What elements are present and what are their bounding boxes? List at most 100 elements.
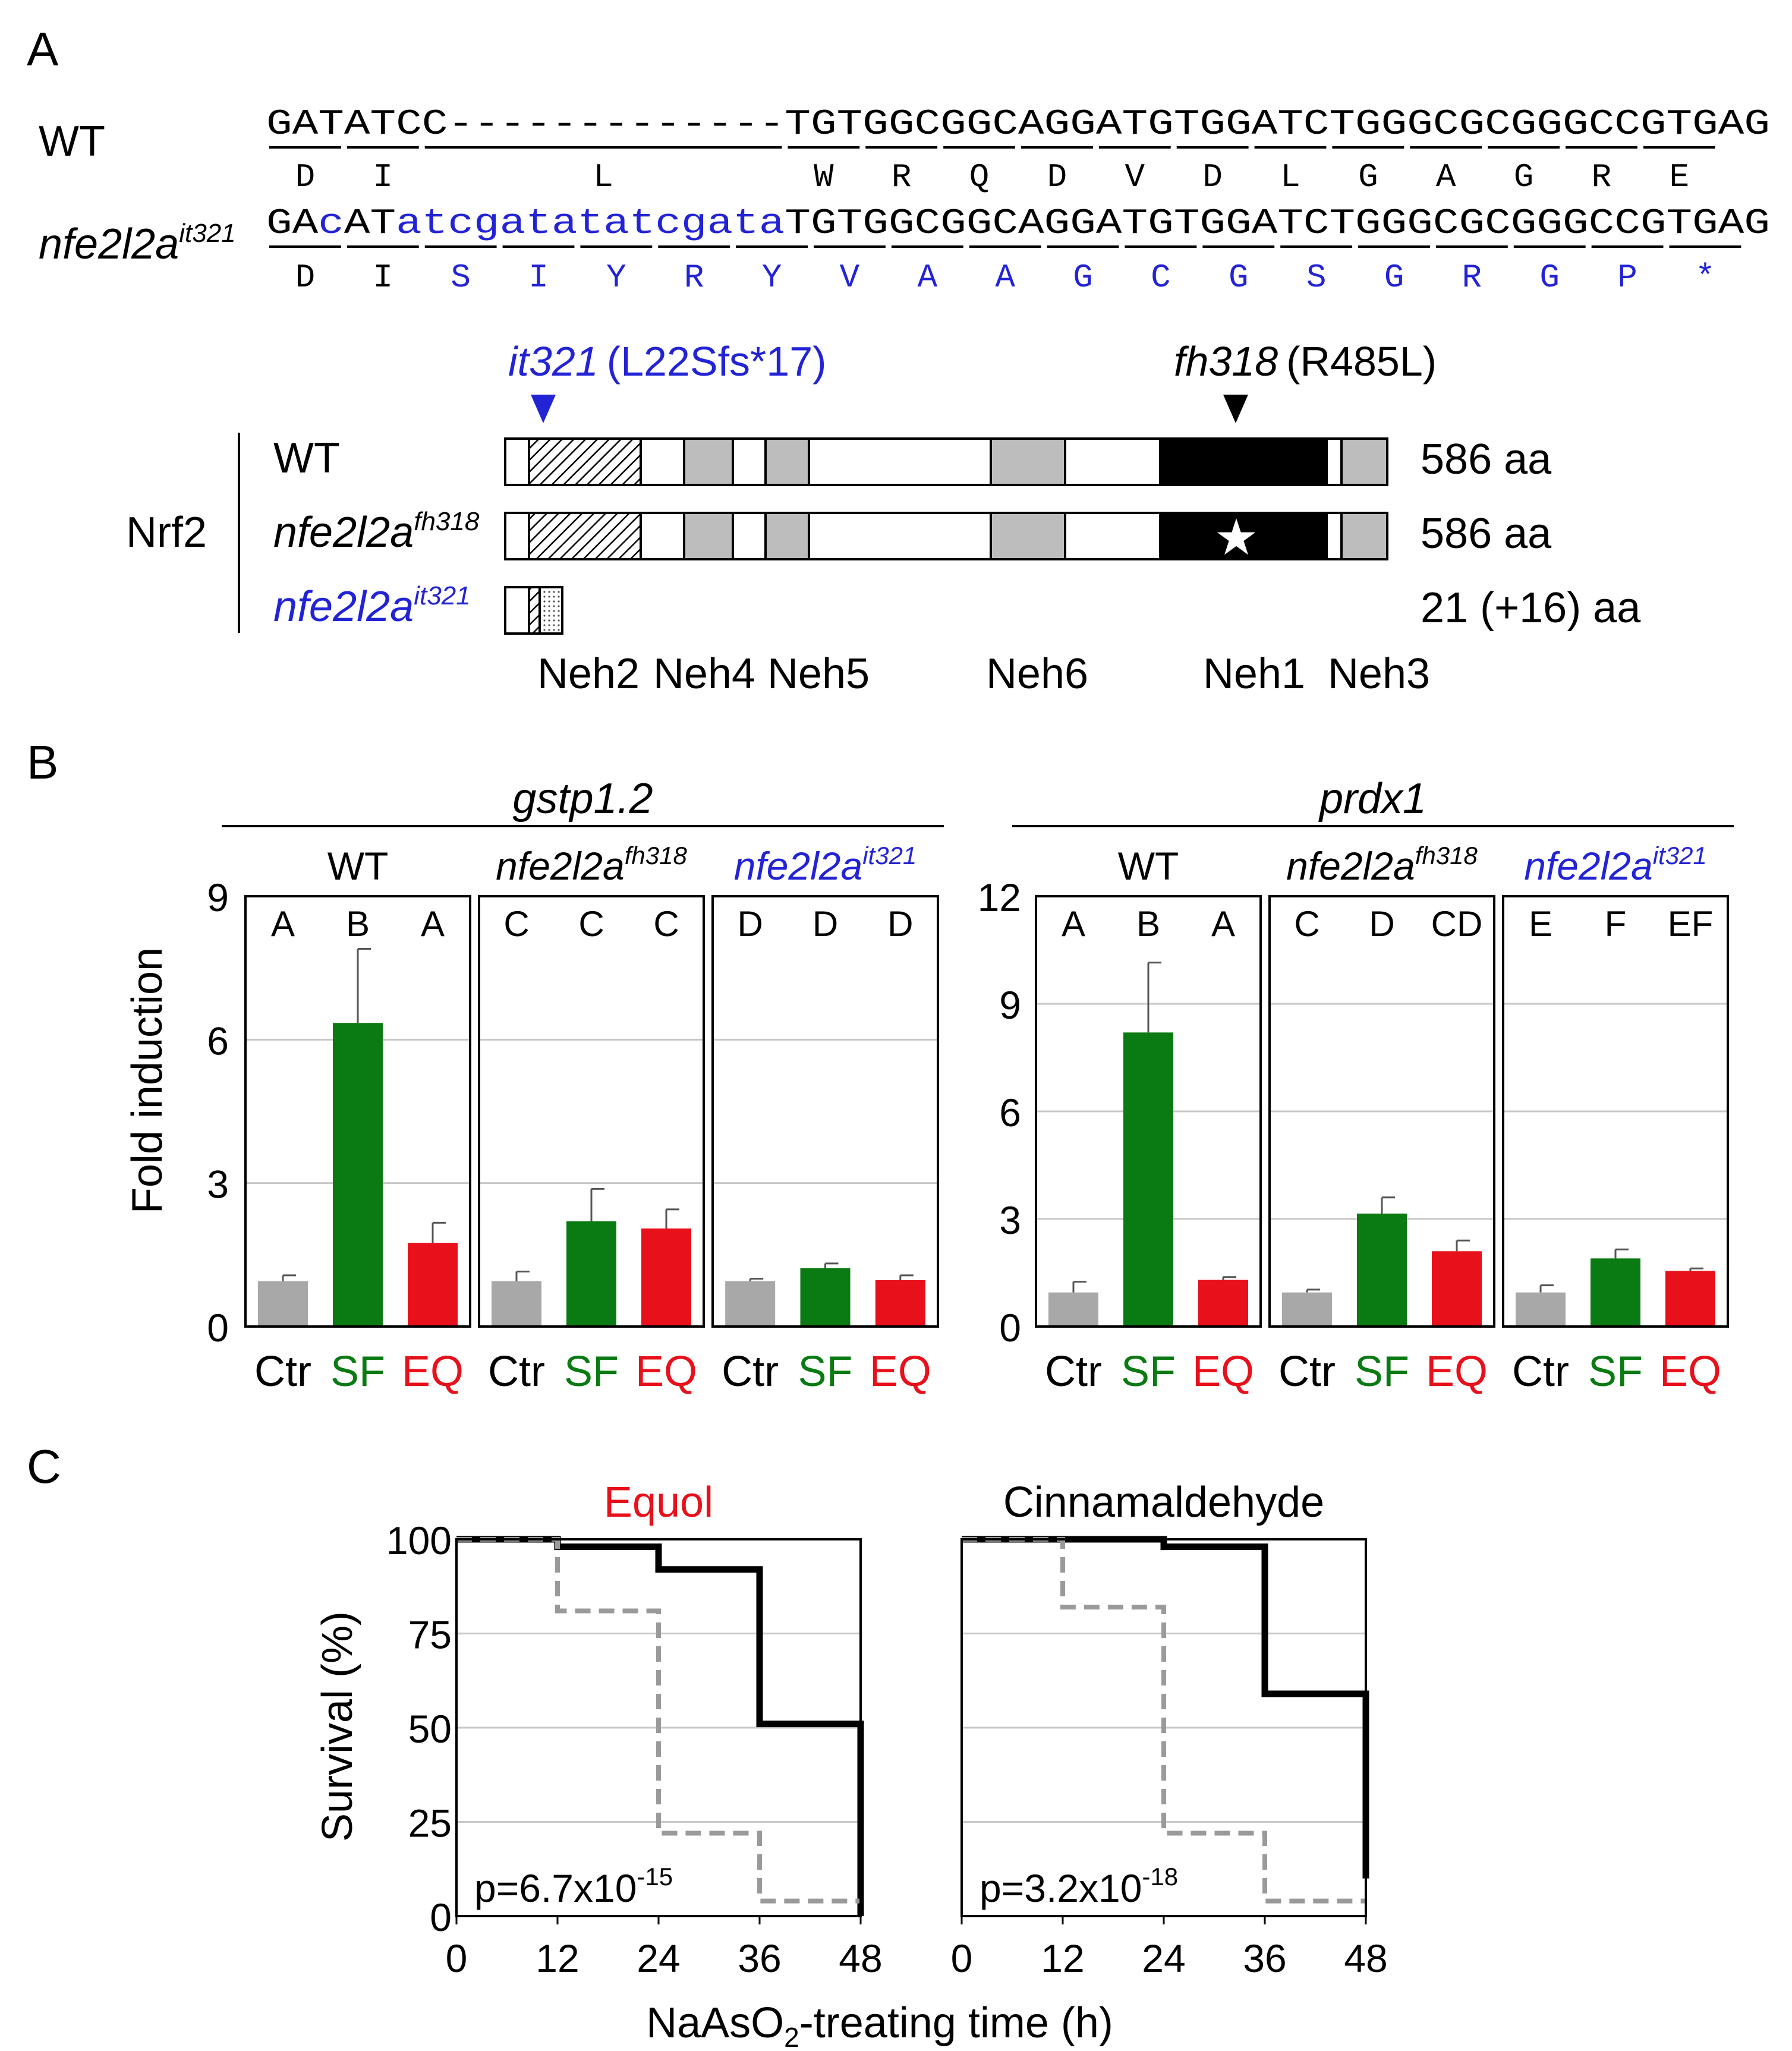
chart-cinnamaldehyde-survival: Cinnamaldehyde 0 12 24 36 48 p=3.2x10-18 bbox=[951, 1479, 1388, 1980]
significance-letter: A bbox=[1211, 904, 1235, 944]
wt-aa-10: G bbox=[1358, 158, 1378, 196]
bar-sf bbox=[566, 1221, 616, 1327]
mut-seq-part-2: AT bbox=[344, 204, 396, 244]
mut-aa-6: Y bbox=[762, 259, 782, 297]
wt-seq-label: WT bbox=[39, 118, 105, 165]
panel-c-xlabel-post: -treating time (h) bbox=[799, 1999, 1113, 2047]
significance-letter: B bbox=[1136, 904, 1160, 944]
domain-segment-fh318-10 bbox=[1325, 512, 1343, 560]
domain-segment-wt-6 bbox=[808, 437, 992, 486]
significance-letter: F bbox=[1605, 904, 1627, 944]
wt-aa-4: R bbox=[892, 158, 912, 196]
group-label-sup: it321 bbox=[1653, 842, 1707, 869]
domain-segment-it321-1 bbox=[528, 586, 541, 635]
protein-row-label-fh318-sup: fh318 bbox=[414, 507, 480, 536]
mut-seq-part-3: atcgatatatcgata bbox=[396, 204, 785, 244]
group-label-2: nfe2l2ait321 bbox=[1524, 842, 1707, 888]
significance-letter: EF bbox=[1668, 904, 1714, 944]
group-label-base: nfe2l2a bbox=[1286, 844, 1415, 888]
domain-segment-it321-2 bbox=[538, 586, 563, 635]
p-value-exponent: -15 bbox=[637, 1863, 673, 1891]
significance-letter: C bbox=[1294, 904, 1319, 944]
protein-row-label-it321-base: nfe2l2a bbox=[273, 583, 414, 631]
plot-frame bbox=[455, 1538, 862, 1917]
panel-frame bbox=[1268, 895, 1495, 1328]
mut-aa-5: R bbox=[684, 259, 704, 297]
fh318-detail: (R485L) bbox=[1286, 338, 1437, 385]
bar-eq bbox=[641, 1228, 691, 1327]
x-tick-label-36: 36 bbox=[1243, 1936, 1286, 1980]
p-value-base: p=6.7x10 bbox=[474, 1866, 637, 1910]
panel-c-ylabel: Survival (%) bbox=[314, 1611, 361, 1842]
x-tick-label-sf: SF bbox=[1121, 1348, 1176, 1395]
significance-letter: A bbox=[1062, 904, 1085, 944]
nrf2-label: Nrf2 bbox=[126, 509, 207, 556]
mut-aa-18: * bbox=[1695, 259, 1715, 297]
domain-segment-fh318-9 bbox=[1159, 512, 1328, 560]
domain-label-neh5: Neh5 bbox=[767, 650, 870, 698]
mut-seq-label-sup: it321 bbox=[179, 219, 235, 248]
bar-sf bbox=[1591, 1258, 1640, 1327]
bar-eq bbox=[408, 1243, 458, 1327]
group-label-0: WT bbox=[1118, 844, 1179, 888]
significance-letter: A bbox=[421, 904, 445, 944]
bar-sf bbox=[1357, 1213, 1407, 1327]
domain-segment-fh318-7 bbox=[990, 512, 1066, 560]
domain-segment-wt-2 bbox=[640, 437, 685, 486]
panel-a: A WT GATATCC ------------- TGTGGCGGCAGGATG… bbox=[27, 23, 1770, 698]
domain-segment-wt-3 bbox=[683, 437, 734, 486]
chart-prdx1: prdx1036912WTACtrBSFAEQnfe2l2afh318CCtrD… bbox=[978, 775, 1734, 1395]
x-tick-label-24: 24 bbox=[637, 1936, 680, 1980]
mut-seq-label-base: nfe2l2a bbox=[39, 220, 179, 268]
panel-frame bbox=[244, 895, 471, 1328]
wt-sequence: GATATCC ------------- TGTGGCGGCAGGATGTGGAT… bbox=[266, 105, 1770, 145]
chart-equol-survival: Equol 0 25 50 75 100 0 12 24 36 48 p=6.7x10-15 bbox=[386, 1479, 883, 1980]
fh318-arrowhead bbox=[1223, 395, 1248, 423]
group-label-2: nfe2l2ait321 bbox=[734, 842, 917, 888]
domain-segment-wt-4 bbox=[732, 437, 767, 486]
fh318-name: fh318 bbox=[1174, 338, 1278, 385]
panel-b-letter: B bbox=[27, 736, 58, 789]
bar-ctr bbox=[1048, 1292, 1098, 1327]
x-tick-label-sf: SF bbox=[1355, 1348, 1409, 1395]
panel-a-letter: A bbox=[27, 23, 59, 75]
bar-sf bbox=[800, 1268, 851, 1327]
protein-row-label-fh318: nfe2l2afh318 bbox=[273, 507, 480, 556]
it321-label: it321 (L22Sfs*17) bbox=[508, 338, 826, 385]
y-tick-label-9: 9 bbox=[999, 983, 1021, 1027]
panel-b-ylabel: Fold induction bbox=[124, 947, 171, 1214]
wt-aa-6: D bbox=[1047, 158, 1067, 196]
y-tick-label-75: 75 bbox=[408, 1613, 452, 1657]
domain-label-neh3: Neh3 bbox=[1328, 650, 1430, 698]
mut-sequence: GA c AT atcgatatatcgata TGTGGCGGCAGGATGTGGAT… bbox=[266, 204, 1770, 244]
gene-title-chart-prdx: prdx1 bbox=[1318, 775, 1426, 823]
domain-label-neh1: Neh1 bbox=[1203, 650, 1305, 698]
x-tick-label-12: 12 bbox=[1041, 1936, 1084, 1980]
y-tick-label-9: 9 bbox=[207, 875, 229, 919]
mut-seq-part-0: GA bbox=[266, 204, 318, 244]
domain-segment-fh318-11 bbox=[1340, 512, 1388, 560]
group-label-1: nfe2l2afh318 bbox=[1286, 842, 1478, 888]
it321-name: it321 bbox=[508, 338, 599, 385]
domain-label-neh6: Neh6 bbox=[986, 650, 1088, 698]
x-tick-label-eq: EQ bbox=[1192, 1348, 1254, 1395]
x-tick-label-ctr: Ctr bbox=[1278, 1348, 1336, 1395]
bar-ctr bbox=[492, 1281, 541, 1327]
significance-letter: E bbox=[1529, 904, 1552, 944]
x-tick-label-sf: SF bbox=[798, 1348, 852, 1395]
significance-letter: C bbox=[653, 904, 679, 944]
mut-aa-0: D bbox=[295, 259, 316, 297]
mut-aa-13: S bbox=[1306, 259, 1327, 297]
protein-row-label-wt: WT bbox=[273, 434, 340, 482]
gene-title-chart-gstp: gstp1.2 bbox=[512, 775, 653, 823]
wt-seq-dashes: ------------- bbox=[448, 105, 785, 145]
bar-eq bbox=[1665, 1271, 1715, 1327]
x-tick-label-48: 48 bbox=[839, 1936, 882, 1980]
wt-aa-11: A bbox=[1436, 158, 1456, 196]
survival-curve-dashed bbox=[962, 1537, 1366, 1904]
bar-eq bbox=[1198, 1280, 1248, 1327]
domain-segment-fh318-3 bbox=[683, 512, 734, 560]
panel-frame bbox=[711, 895, 939, 1328]
mut-seq-part-4: TGTGGCGGCAGGATGTGGATCTGGGCGCGGGCCGTGAG bbox=[785, 204, 1770, 244]
